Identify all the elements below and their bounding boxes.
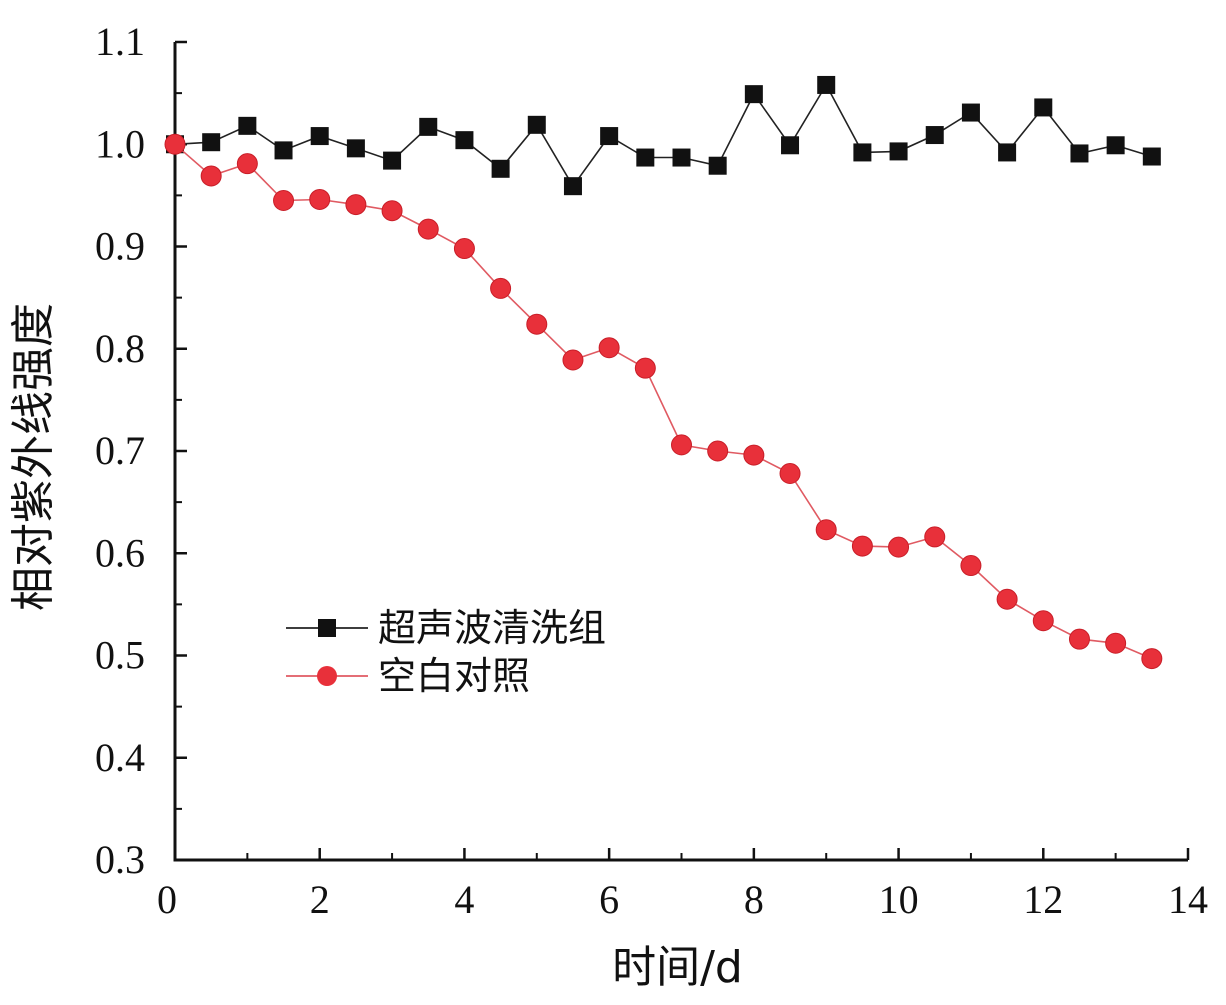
data-point-square [1034,98,1053,117]
data-point-square [600,127,619,146]
series-line [174,83,1153,188]
y-tick-label: 0.4 [95,735,145,780]
data-point-square [563,177,582,196]
data-point-square [925,126,944,145]
data-point-circle [381,200,403,222]
y-tick-label: 0.8 [95,326,145,371]
data-point-square [238,116,257,135]
y-axis-title: 相对紫外线强度 [8,303,59,611]
legend-label: 超声波清洗组 [378,606,606,650]
legend-item-1: 空白对照 [286,654,530,698]
data-point-square [1106,136,1125,155]
data-point-circle [1068,628,1090,650]
y-tick-label: 0.7 [95,428,145,473]
series-0 [166,75,1161,196]
data-point-circle [345,194,367,216]
data-point-circle [960,555,982,577]
data-point-circle [526,313,548,335]
x-tick-label: 0 [157,877,177,922]
y-tick-label: 0.6 [95,530,145,575]
data-point-circle [996,588,1018,610]
legend-marker-square [318,619,336,637]
data-point-square [961,103,980,122]
y-tick-label: 1.1 [95,19,145,64]
data-point-square [455,131,474,150]
data-point-circle [417,218,439,240]
data-point-square [419,117,438,136]
data-point-circle [309,188,331,210]
x-tick-label: 12 [1023,877,1063,922]
y-tick-label: 0.3 [95,837,145,882]
data-point-square [744,85,763,104]
data-point-square [383,151,402,170]
data-point-circle [1032,610,1054,632]
data-point-circle [598,337,620,359]
data-point-square [346,139,365,158]
data-point-square [708,156,727,175]
x-tick-label: 6 [599,877,619,922]
data-point-circle [671,434,692,456]
data-point-circle [562,349,584,371]
data-point-circle [851,535,873,557]
legend-label: 空白对照 [378,654,530,698]
data-point-circle [453,238,475,260]
data-point-square [672,148,691,167]
x-tick-label: 14 [1168,877,1208,922]
data-point-square [853,143,872,162]
data-point-square [491,159,510,178]
x-tick-label: 10 [879,877,919,922]
data-point-circle [888,536,910,558]
data-point-circle [1105,632,1127,654]
data-point-square [202,133,221,152]
y-axis-ticks: 0.3 0.4 0.5 0.6 0.7 0.8 0.9 1.0 1.1 [95,19,187,882]
series-layer [164,75,1163,670]
x-tick-label: 8 [744,877,764,922]
x-tick-label: 4 [454,877,474,922]
data-point-square [889,142,908,161]
data-point-circle [634,357,656,379]
data-point-circle [707,440,729,462]
legend-marker-circle [317,666,337,686]
data-point-square [274,141,293,160]
data-point-square [310,127,329,146]
data-point-circle [924,526,946,548]
data-point-square [781,136,800,155]
data-point-square [1070,144,1089,163]
data-point-circle [815,519,837,541]
data-point-circle [779,462,801,484]
y-tick-label: 1.0 [95,121,145,166]
y-tick-label: 0.5 [95,633,145,678]
y-tick-label: 0.9 [95,224,145,269]
data-point-circle [236,153,258,175]
series-1 [164,133,1163,670]
data-point-circle [743,444,765,466]
data-point-square [998,143,1017,162]
x-tick-label: 2 [310,877,330,922]
x-axis-ticks: 0 2 4 6 8 10 12 14 [157,848,1208,922]
data-point-circle [200,165,222,187]
data-point-square [817,75,836,94]
data-point-circle [273,189,295,211]
legend-item-0: 超声波清洗组 [286,606,606,650]
data-point-square [636,148,655,167]
data-point-square [1142,147,1161,166]
x-axis-title: 时间/d [612,942,743,993]
data-point-circle [164,133,186,155]
data-point-circle [1141,648,1163,670]
data-point-square [527,115,546,134]
series-line [174,143,1153,660]
data-point-circle [490,277,512,299]
